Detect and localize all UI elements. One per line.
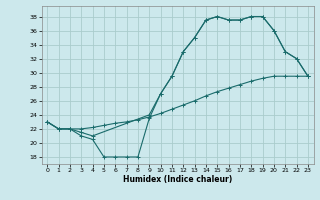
- X-axis label: Humidex (Indice chaleur): Humidex (Indice chaleur): [123, 175, 232, 184]
